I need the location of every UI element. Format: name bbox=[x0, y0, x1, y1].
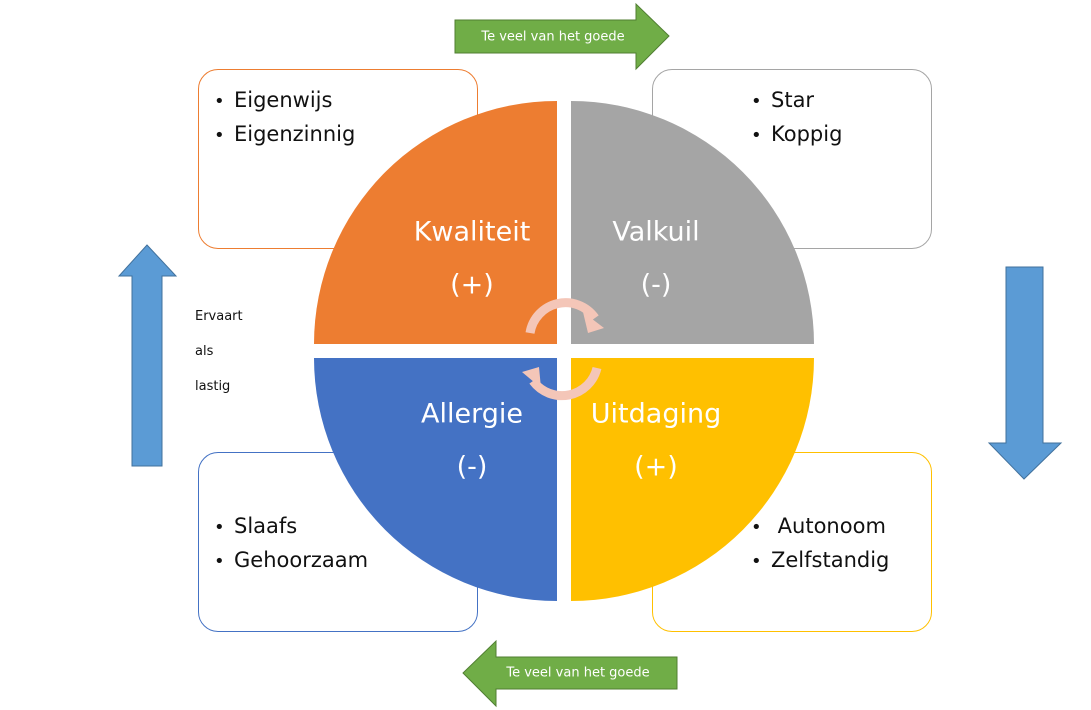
quadrant-allergie bbox=[314, 358, 557, 601]
valkuil-list: Star Koppig bbox=[751, 84, 842, 152]
quadrant-kwaliteit-sign: (+) bbox=[450, 269, 494, 301]
side-text-line: als bbox=[195, 344, 214, 359]
uitdaging-list: Autonoom Zelfstandig bbox=[751, 510, 889, 578]
arrow-left-icon bbox=[462, 639, 678, 708]
quadrant-kwaliteit bbox=[314, 101, 557, 344]
kwaliteit-list: Eigenwijs Eigenzinnig bbox=[214, 84, 355, 152]
quadrant-valkuil-sign: (-) bbox=[640, 269, 672, 301]
side-text-line: Ervaart bbox=[195, 309, 243, 324]
arrow-down-icon bbox=[987, 266, 1063, 480]
arrow-right-icon bbox=[454, 2, 670, 71]
allergie-list: Slaafs Gehoorzaam bbox=[214, 510, 368, 578]
list-item: Eigenwijs bbox=[214, 84, 355, 118]
quadrant-allergie-title: Allergie bbox=[421, 398, 523, 430]
quadrant-valkuil-title: Valkuil bbox=[612, 216, 700, 248]
list-item: Autonoom bbox=[751, 510, 889, 544]
quadrant-kwaliteit-title: Kwaliteit bbox=[413, 216, 531, 248]
list-item: Zelfstandig bbox=[751, 544, 889, 578]
quadrant-uitdaging-sign: (+) bbox=[634, 451, 678, 483]
list-item: Koppig bbox=[751, 118, 842, 152]
list-item: Eigenzinnig bbox=[214, 118, 355, 152]
cycle-arrow-icon bbox=[522, 298, 604, 401]
list-item: Star bbox=[751, 84, 842, 118]
quadrant-uitdaging bbox=[571, 358, 814, 601]
quadrant-uitdaging-title: Uitdaging bbox=[590, 398, 722, 430]
quadrant-valkuil bbox=[571, 101, 814, 344]
side-text-line: lastig bbox=[195, 379, 231, 394]
arrow-up-icon bbox=[117, 244, 178, 467]
quadrant-allergie-sign: (-) bbox=[456, 451, 488, 483]
top-arrow-label: Te veel van het goede bbox=[481, 29, 625, 45]
list-item: Gehoorzaam bbox=[214, 544, 368, 578]
bottom-arrow-label: Te veel van het goede bbox=[506, 665, 650, 681]
list-item: Slaafs bbox=[214, 510, 368, 544]
